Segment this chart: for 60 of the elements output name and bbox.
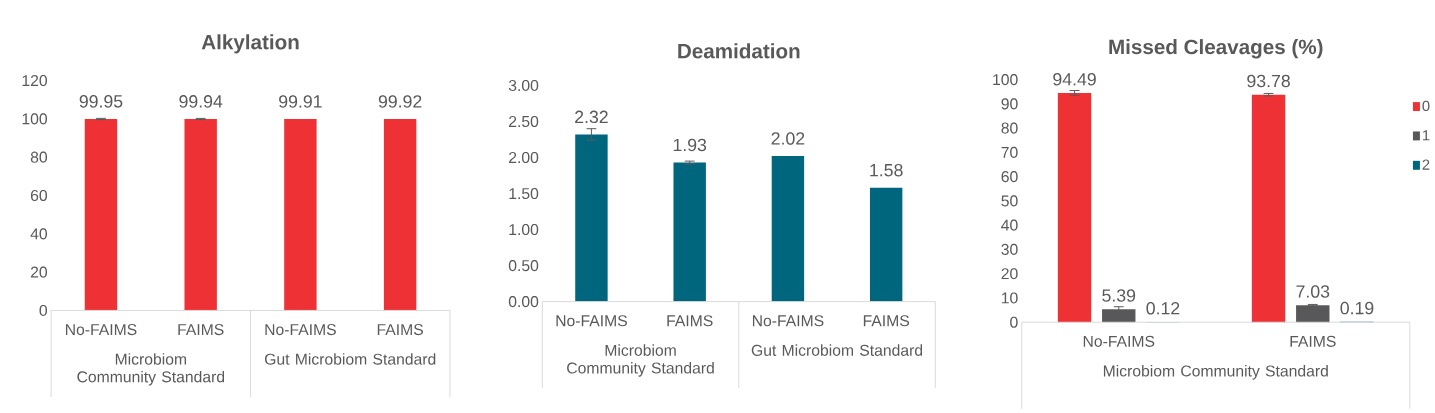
data-label: 1.58: [870, 164, 903, 177]
data-label: 99.92: [378, 95, 422, 108]
y-tick-label: 90: [1001, 98, 1018, 110]
chart-title: Missed Cleavages (%): [1109, 39, 1323, 59]
y-tick-label: 40: [30, 228, 48, 240]
y-tick-label: 0.50: [508, 260, 539, 272]
x-tick-label: No-FAIMS: [265, 324, 336, 336]
x-tick-label: FAIMS: [1290, 335, 1336, 348]
text: Microbiom Community Standard: [77, 353, 225, 386]
y-tick-label: 2.00: [509, 152, 539, 164]
x-tick-label: No-FAIMS: [752, 315, 824, 327]
y-tick-label: 3.00: [508, 80, 539, 92]
y-tick-label: 80: [1001, 122, 1018, 134]
y-tick-label: 60: [1001, 171, 1018, 183]
y-tick-label: 100: [993, 74, 1018, 86]
y-tick-label: 20: [30, 266, 48, 278]
data-label: 1.93: [673, 138, 707, 152]
text: Gut Microbiom Standard: [751, 344, 923, 357]
data-label: 99.94: [179, 95, 223, 108]
data-label: 93.78: [1247, 74, 1290, 88]
x-tick-label: No-FAIMS: [66, 324, 137, 336]
x-tick-label: FAIMS: [667, 315, 713, 327]
y-tick-label: 1.50: [509, 188, 539, 200]
y-tick-label: 20: [1001, 268, 1018, 280]
chart-title: Alkylation: [201, 34, 299, 54]
x-tick-label: No-FAIMS: [556, 315, 627, 327]
legend-label: 0: [1422, 100, 1430, 112]
data-label: 99.95: [79, 95, 123, 108]
data-label: 2.32: [575, 110, 608, 124]
data-label: 99.91: [279, 95, 322, 108]
y-tick-label: 60: [30, 190, 48, 202]
chart-title: Deamidation: [678, 43, 800, 59]
text: Microbiom Community Standard: [1103, 365, 1328, 380]
y-tick-label: 10: [1001, 292, 1018, 304]
legend-label: 2: [1422, 159, 1430, 170]
y-tick-label: 2.50: [509, 116, 539, 128]
y-tick-label: 50: [1001, 195, 1018, 207]
y-tick-label: 1.00: [509, 224, 539, 236]
y-tick-label: 30: [1001, 244, 1018, 256]
y-tick-label: 80: [30, 151, 48, 163]
text: Microbiom Community Standard: [567, 344, 714, 377]
data-label: 0.12: [1146, 302, 1180, 315]
y-tick-label: 0: [1010, 316, 1018, 328]
x-tick-label: FAIMS: [178, 324, 224, 336]
y-tick-label: 40: [1001, 219, 1018, 231]
legend-label: 1: [1423, 130, 1430, 141]
x-tick-label: FAIMS: [377, 324, 423, 336]
y-tick-label: 100: [22, 113, 48, 125]
x-tick-label: No-FAIMS: [1083, 335, 1155, 348]
data-label: 7.03: [1296, 285, 1330, 298]
data-label: 94.49: [1053, 73, 1096, 86]
text: Gut Microbiom Standard: [264, 353, 436, 365]
data-label: 5.39: [1102, 289, 1136, 302]
data-label: 0.19: [1340, 302, 1374, 315]
x-tick-label: FAIMS: [863, 315, 910, 327]
y-tick-label: 70: [1001, 147, 1018, 159]
y-tick-label: 0.00: [508, 296, 539, 308]
data-label: 2.02: [771, 132, 805, 145]
y-tick-label: 120: [22, 75, 48, 87]
y-tick-label: 0: [39, 305, 48, 317]
